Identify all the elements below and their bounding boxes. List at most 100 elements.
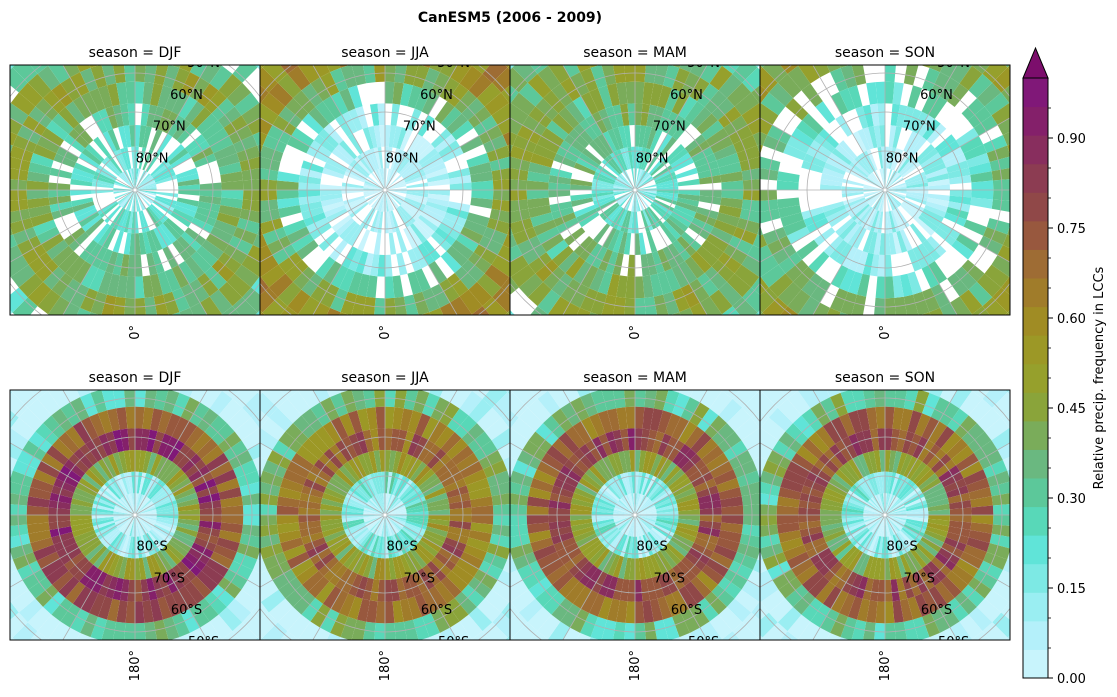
graticule	[510, 390, 760, 640]
grid-cell	[149, 229, 163, 252]
grid-cell	[199, 646, 222, 672]
grid-cell	[267, 450, 292, 470]
grid-cell	[864, 515, 885, 523]
meridian-line	[260, 442, 386, 516]
grid-cell	[218, 398, 243, 424]
grid-cell	[742, 515, 760, 526]
grid-cell	[10, 601, 19, 620]
grid-cell	[510, 648, 536, 675]
grid-cell	[747, 117, 760, 136]
grid-cell	[1001, 601, 1010, 620]
grid-cell	[877, 103, 885, 126]
lat-label: 60°S	[171, 603, 202, 618]
grid-cell	[204, 591, 227, 615]
grid-cell	[260, 533, 281, 549]
grid-cell	[672, 564, 691, 586]
grid-cell	[109, 318, 124, 341]
grid-cell	[150, 598, 164, 622]
grid-cell	[991, 580, 1010, 602]
grid-cell	[778, 431, 803, 453]
grid-cell	[635, 515, 657, 517]
grid-cell	[803, 478, 827, 493]
grid-cell	[823, 448, 844, 470]
grid-cell	[364, 505, 385, 515]
grid-cell	[323, 204, 346, 218]
grid-cell	[175, 201, 198, 213]
grid-cell	[492, 504, 510, 515]
grid-cell	[810, 402, 831, 427]
grid-cell	[620, 17, 635, 39]
grid-cell	[710, 460, 734, 479]
grid-cell	[60, 402, 81, 427]
grid-cell	[512, 552, 537, 570]
grid-cell	[619, 498, 635, 515]
grid-cell	[135, 233, 141, 255]
grid-cell	[831, 473, 852, 491]
grid-cell	[823, 529, 846, 543]
grid-cell	[591, 191, 614, 198]
grid-cell	[85, 682, 105, 697]
grid-cell	[483, 460, 508, 478]
grid-cell	[875, 494, 885, 515]
grid-cell	[189, 77, 210, 102]
grid-cell	[892, 600, 904, 623]
grid-cell	[113, 188, 135, 190]
grid-cell	[609, 643, 624, 666]
grid-cell	[585, 114, 603, 137]
grid-cell	[318, 453, 340, 474]
grid-cell	[646, 252, 658, 276]
grid-cell	[97, 271, 113, 295]
grid-cell	[293, 591, 316, 615]
grid-cell	[754, 65, 760, 68]
grid-cell	[189, 390, 208, 403]
grid-cell	[908, 316, 925, 340]
grid-cell	[798, 621, 820, 640]
grid-cell	[720, 197, 743, 209]
grid-cell	[822, 492, 845, 504]
grid-cell	[184, 459, 206, 478]
grid-cell	[10, 515, 28, 526]
grid-cell	[127, 471, 134, 494]
grid-cell	[161, 344, 180, 368]
grid-cell	[971, 631, 990, 640]
grid-cell	[986, 145, 1010, 162]
meridian-line	[384, 514, 510, 588]
grid-cell	[209, 65, 233, 91]
grid-cell	[507, 550, 510, 561]
grid-cell	[760, 634, 763, 640]
grid-cell	[612, 452, 624, 475]
grid-cell	[806, 471, 829, 488]
grid-cell	[661, 344, 680, 368]
grid-cell	[162, 111, 179, 134]
grid-cell	[222, 332, 247, 359]
grid-cell	[625, 190, 635, 211]
grid-cell	[35, 98, 59, 121]
grid-cell	[178, 260, 198, 284]
grid-cell	[951, 239, 974, 260]
grid-cell	[512, 622, 538, 640]
grid-cell	[476, 273, 502, 298]
grid-cell	[929, 307, 944, 315]
grid-cell	[161, 19, 180, 43]
grid-cell	[403, 456, 418, 478]
lat-label: 40°N	[204, 24, 237, 39]
grid-cell	[696, 245, 718, 267]
grid-cell	[656, 515, 679, 519]
grid-cell	[960, 460, 984, 479]
grid-cell	[847, 225, 864, 247]
grid-cell	[862, 555, 874, 578]
grid-cell	[366, 600, 378, 623]
panel-title: season = JJA	[341, 45, 429, 61]
grid-cell	[267, 235, 292, 255]
grid-cell	[312, 390, 331, 403]
grid-cell	[443, 478, 467, 493]
grid-cell	[851, 65, 867, 86]
grid-cell	[635, 168, 637, 190]
grid-cell	[947, 526, 971, 538]
grid-cell	[760, 287, 778, 313]
grid-cell	[1007, 309, 1010, 315]
grid-cell	[398, 342, 415, 365]
grid-cell	[796, 564, 819, 585]
grid-cell	[388, 232, 397, 255]
grid-cell	[422, 482, 444, 497]
